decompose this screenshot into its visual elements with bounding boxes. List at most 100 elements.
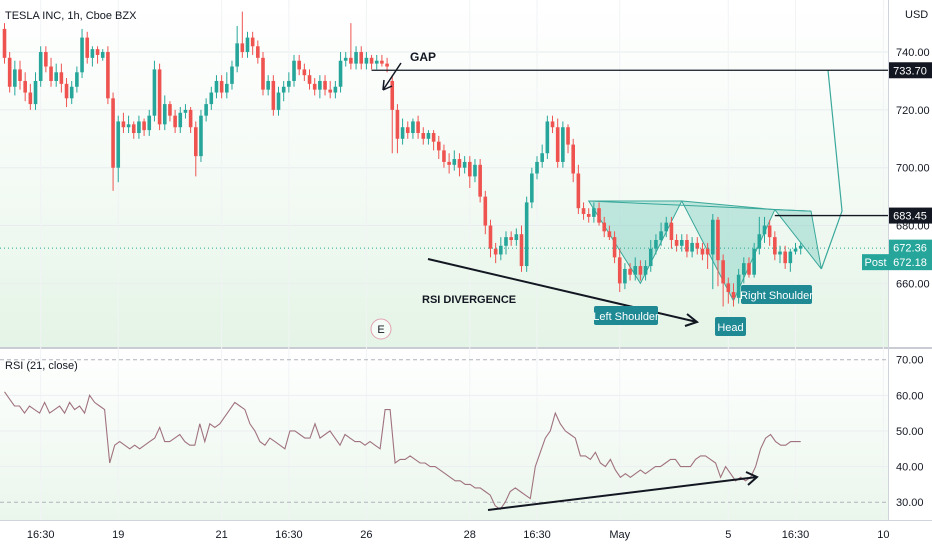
rsi-divergence-arrow-icon xyxy=(745,471,759,486)
candle-body xyxy=(271,80,276,110)
candle-body xyxy=(2,28,7,58)
rsi-indicator-title[interactable]: RSI (21, close) xyxy=(5,360,78,372)
candle-body xyxy=(281,86,286,93)
rsi-tick-label: 70.00 xyxy=(896,355,924,367)
candle-body xyxy=(328,89,333,93)
time-tick-label: 16:30 xyxy=(27,529,55,541)
candle-body xyxy=(44,52,48,67)
candle-body xyxy=(442,150,446,162)
candle-body xyxy=(126,124,131,128)
candle-body xyxy=(468,161,472,177)
candle-body xyxy=(602,222,607,232)
candle-body xyxy=(747,263,751,275)
candle-body xyxy=(731,292,736,298)
candle-body xyxy=(416,121,420,134)
rsi-divergence-label: RSI DIVERGENCE xyxy=(422,294,516,306)
price-tag-label: 672.36 xyxy=(893,243,927,255)
candle-body xyxy=(178,112,183,128)
gap-arrow-icon xyxy=(382,62,402,91)
rsi-axis[interactable]: 70.00 60.00 50.00 40.00 30.00 xyxy=(896,355,924,510)
candle-body xyxy=(204,104,208,116)
candle-body xyxy=(581,208,586,214)
candle-body xyxy=(664,222,669,232)
candle-body xyxy=(64,83,69,99)
candle-body xyxy=(85,37,90,58)
candle-body xyxy=(612,237,617,258)
candle-body xyxy=(628,268,632,275)
candle-body xyxy=(395,109,400,139)
candle-body xyxy=(561,127,565,162)
candle-body xyxy=(49,66,53,81)
candle-body xyxy=(13,69,17,87)
candle-body xyxy=(447,161,451,165)
candle-body xyxy=(343,57,348,61)
candle-body xyxy=(643,266,648,275)
candle-body xyxy=(59,72,64,84)
candle-body xyxy=(426,133,431,139)
right-shoulder-label: Right Shoulder xyxy=(740,285,813,304)
candle-body xyxy=(752,248,756,275)
candle-body xyxy=(679,240,684,246)
candle-body xyxy=(318,80,322,90)
candle-body xyxy=(168,104,172,116)
candle-body xyxy=(504,237,508,246)
rsi-tick-label: 60.00 xyxy=(896,390,924,402)
candle-body xyxy=(100,52,105,58)
price-tag xyxy=(889,254,932,271)
candle-body xyxy=(757,234,762,249)
candle-body xyxy=(674,240,679,246)
candle-body xyxy=(54,72,58,81)
candle-body xyxy=(742,263,746,275)
candle-body xyxy=(106,52,110,99)
candle-body xyxy=(783,251,787,264)
candle-body xyxy=(374,60,379,64)
earnings-event-marker[interactable]: E xyxy=(370,318,392,340)
candle-body xyxy=(354,52,358,64)
candle-body xyxy=(287,80,291,87)
candle-body xyxy=(152,69,157,116)
candle-body xyxy=(400,127,405,139)
candle-body xyxy=(576,173,581,209)
head-label: Head xyxy=(715,317,746,336)
candle-body xyxy=(514,234,519,241)
candle-body xyxy=(235,43,239,67)
price-tag xyxy=(889,207,932,224)
rsi-tick-label: 30.00 xyxy=(896,497,924,509)
candle-body xyxy=(685,240,689,252)
candle-body xyxy=(323,80,327,90)
time-tick-label: May xyxy=(609,529,630,541)
time-tick-label: 19 xyxy=(112,529,124,541)
candle-body xyxy=(793,248,798,252)
candle-body xyxy=(540,153,544,162)
candle-body xyxy=(586,213,591,217)
earnings-event-label: E xyxy=(377,324,384,336)
candle-body xyxy=(90,49,95,58)
candle-body xyxy=(473,164,477,177)
candle-body xyxy=(519,234,524,267)
candle-body xyxy=(545,121,550,154)
candle-body xyxy=(654,240,658,249)
candle-body xyxy=(411,121,415,134)
candle-body xyxy=(80,37,84,73)
candle-body xyxy=(488,225,493,249)
divergence-arrow-icon xyxy=(684,313,700,327)
candle-body xyxy=(116,121,121,168)
candle-body xyxy=(659,231,663,241)
candle-body xyxy=(798,245,803,249)
candle-body xyxy=(183,109,188,113)
symbol-title[interactable]: TESLA INC, 1h, Cboe BZX xyxy=(5,10,137,22)
candle-body xyxy=(721,260,725,284)
candle-body xyxy=(483,196,488,226)
candle-body xyxy=(131,124,136,134)
candle-body xyxy=(199,115,203,157)
candle-body xyxy=(369,57,374,64)
price-candles xyxy=(2,11,803,307)
candle-body xyxy=(648,248,653,267)
candle-body xyxy=(530,173,534,203)
price-tag xyxy=(889,239,932,256)
candle-body xyxy=(266,80,270,90)
candle-body xyxy=(767,225,772,238)
